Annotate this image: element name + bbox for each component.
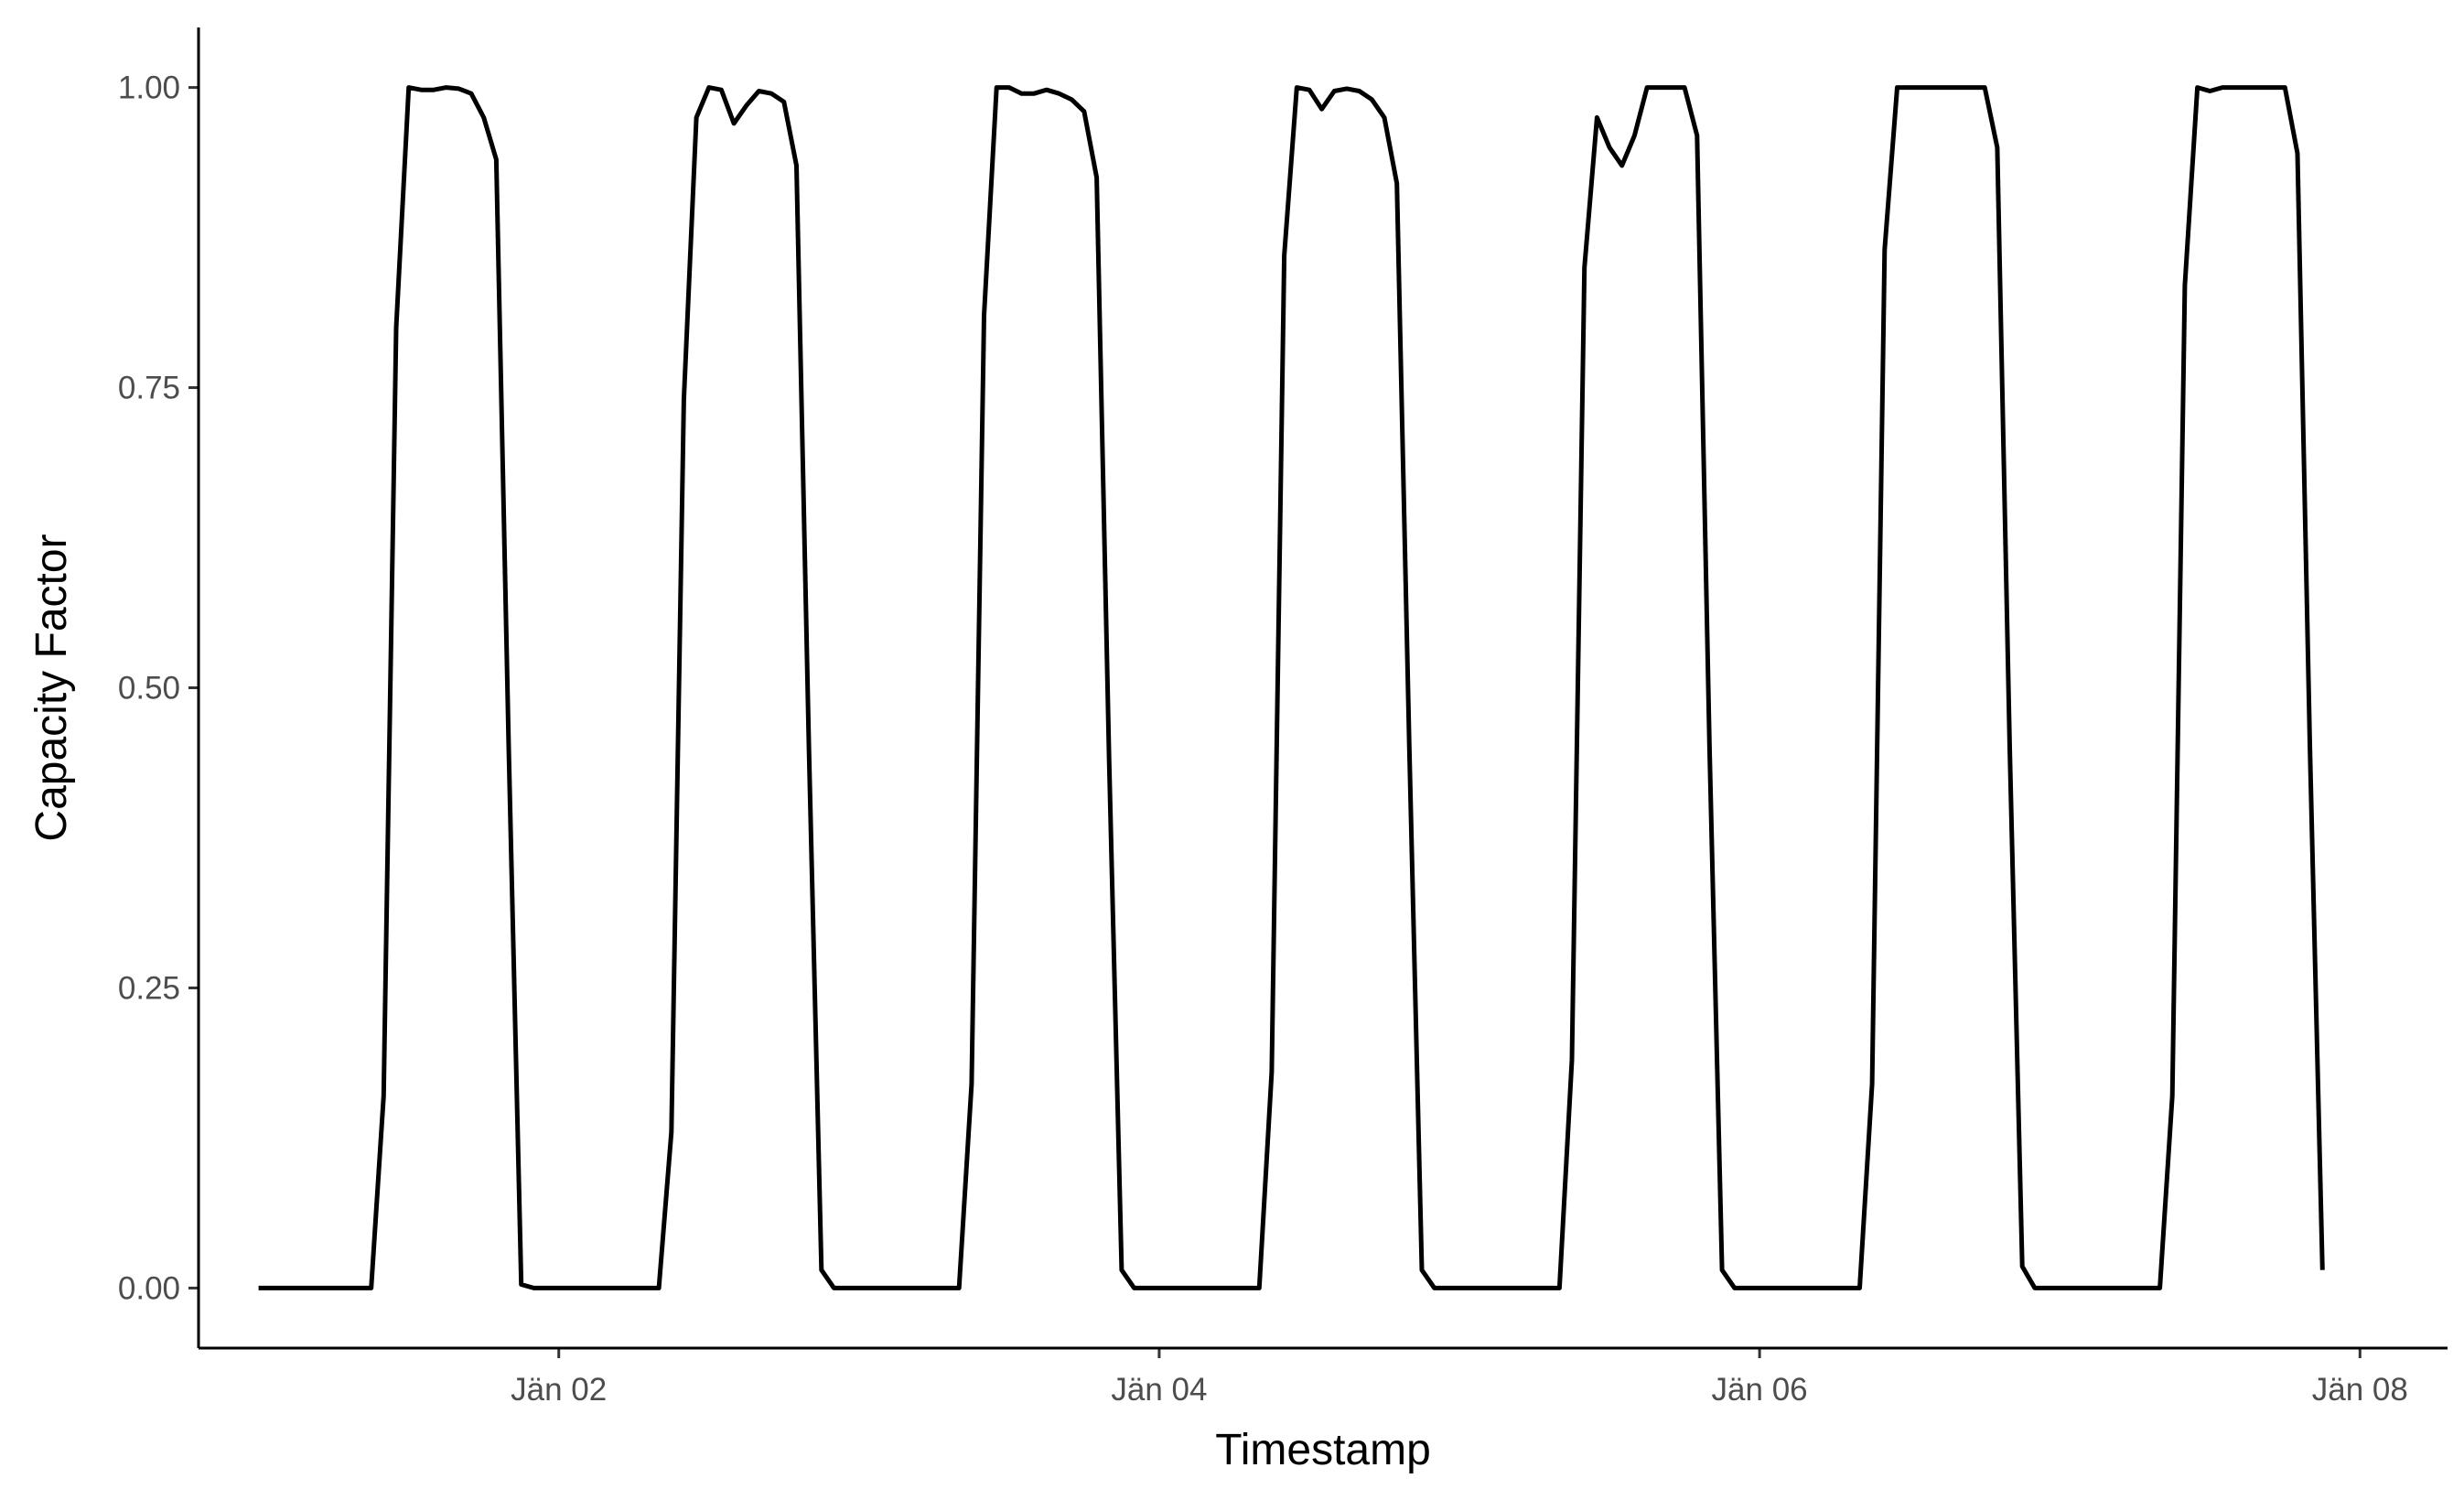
x-tick-label: Jän 02 bbox=[511, 1372, 607, 1408]
y-tick-label: 1.00 bbox=[118, 70, 180, 106]
x-tick-label: Jän 08 bbox=[2312, 1372, 2408, 1408]
x-tick-label: Jän 06 bbox=[1712, 1372, 1808, 1408]
y-tick-label: 0.75 bbox=[118, 371, 180, 406]
y-tick-label: 0.25 bbox=[118, 970, 180, 1006]
series-line bbox=[258, 85, 2325, 1290]
x-axis-ticks: Jän 02 Jän 04 Jän 06 Jän 08 bbox=[511, 1348, 2408, 1408]
y-tick-label: 0.50 bbox=[118, 671, 180, 707]
y-tick-label: 0.00 bbox=[118, 1270, 180, 1306]
x-axis-title: Timestamp bbox=[1215, 1426, 1431, 1474]
x-tick-label: Jän 04 bbox=[1111, 1372, 1207, 1408]
y-axis-title: Capacity Factor bbox=[27, 534, 76, 841]
y-axis-ticks: 0.00 0.25 0.50 0.75 1.00 bbox=[118, 70, 199, 1306]
